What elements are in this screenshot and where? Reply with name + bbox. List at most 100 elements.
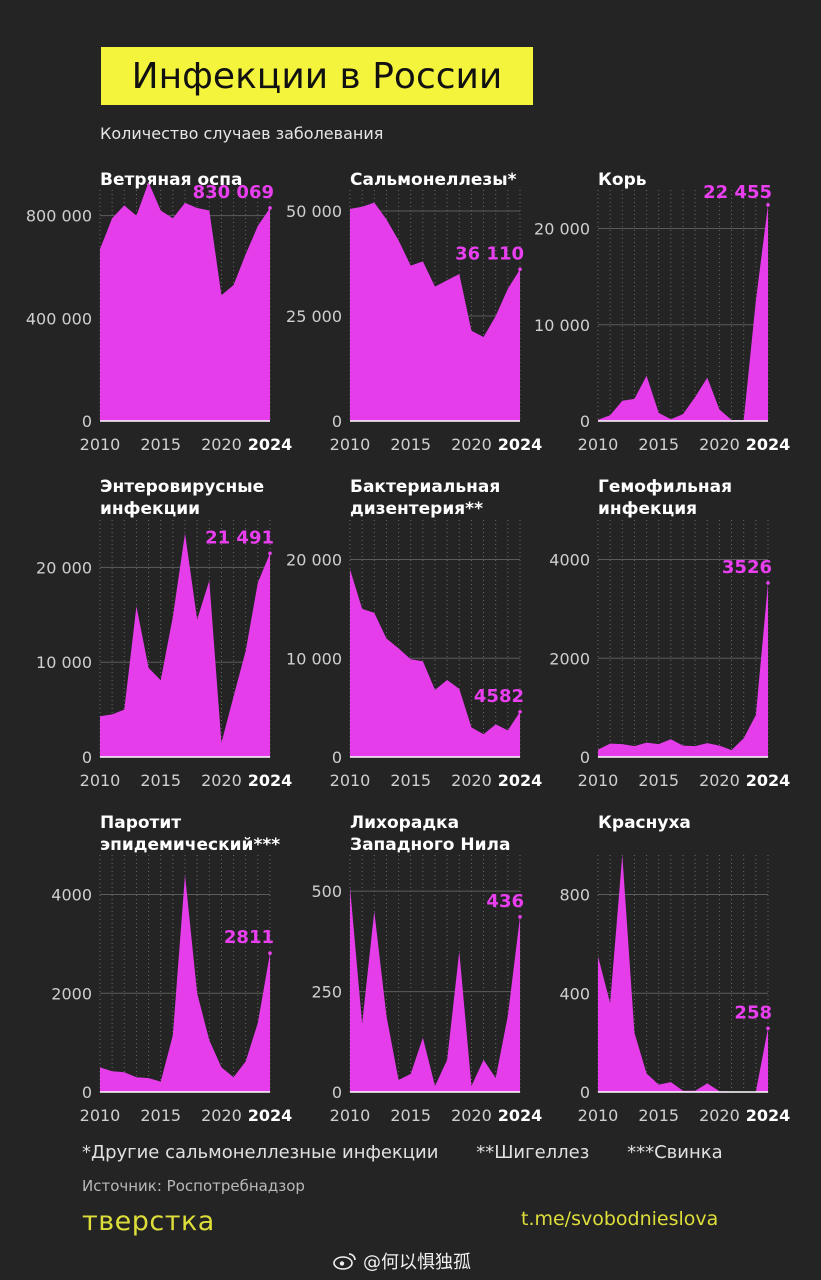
chart-3: Корь 0 10 000 20 000 2010 2015 2020 2024 22 455 bbox=[534, 170, 790, 454]
area-series bbox=[100, 874, 270, 1092]
x-tick-label: 2020 bbox=[451, 1106, 492, 1125]
y-tick-label: 4000 bbox=[51, 886, 92, 905]
page-subtitle: Количество случаев заболевания bbox=[100, 124, 384, 143]
chart-1: Ветряная оспа 0 400 000 800 000 2010 2015 2020… bbox=[26, 170, 292, 454]
data-point bbox=[268, 951, 272, 956]
x-tick-label: 2015 bbox=[390, 435, 431, 454]
chart-title-line: эпидемический*** bbox=[100, 835, 280, 855]
chart-title-line: Гемофильная bbox=[598, 477, 732, 497]
chart-title-line: Паротит bbox=[100, 813, 181, 833]
chart-title-line: дизентерия** bbox=[350, 499, 483, 519]
y-tick-label: 0 bbox=[580, 1083, 590, 1102]
y-tick-label: 400 bbox=[559, 984, 590, 1003]
watermark: @何以惧独孤 bbox=[333, 1248, 471, 1274]
watermark-text: @何以惧独孤 bbox=[363, 1252, 471, 1273]
x-tick-label: 2024 bbox=[498, 1106, 543, 1125]
x-tick-label: 2020 bbox=[451, 435, 492, 454]
value-annotation: 22 455 bbox=[703, 182, 772, 203]
x-tick-label: 2015 bbox=[638, 435, 679, 454]
x-tick-label: 2024 bbox=[498, 435, 543, 454]
x-tick-label: 2020 bbox=[201, 771, 242, 790]
y-tick-label: 0 bbox=[580, 412, 590, 431]
y-tick-label: 400 000 bbox=[26, 309, 92, 328]
x-tick-label: 2010 bbox=[330, 435, 371, 454]
x-tick-label: 2020 bbox=[699, 435, 740, 454]
x-tick-label: 2020 bbox=[699, 1106, 740, 1125]
chart-9: Краснуха 0 400 800 2010 2015 2020 2024 258 bbox=[559, 813, 790, 1125]
y-tick-label: 500 bbox=[311, 882, 342, 901]
x-tick-label: 2020 bbox=[201, 435, 242, 454]
value-annotation: 21 491 bbox=[205, 527, 274, 548]
x-tick-label: 2015 bbox=[140, 1106, 181, 1125]
y-tick-label: 20 000 bbox=[286, 551, 342, 570]
chart-title-line: Бактериальная bbox=[350, 477, 500, 497]
y-tick-label: 20 000 bbox=[36, 558, 92, 577]
area-series bbox=[350, 887, 520, 1092]
y-tick-label: 250 bbox=[311, 983, 342, 1002]
value-annotation: 2811 bbox=[224, 927, 274, 948]
x-tick-label: 2010 bbox=[330, 1106, 371, 1125]
x-tick-label: 2024 bbox=[746, 435, 791, 454]
data-point bbox=[766, 1026, 770, 1031]
data-point bbox=[268, 206, 272, 210]
area-series bbox=[350, 202, 520, 421]
data-point bbox=[268, 551, 272, 556]
weibo-icon bbox=[333, 1253, 356, 1270]
data-point bbox=[766, 581, 770, 585]
chart-title-line: Сальмонеллезы* bbox=[350, 170, 517, 190]
value-annotation: 4582 bbox=[474, 686, 524, 707]
area-series bbox=[598, 204, 768, 421]
footnotes: *Другие сальмонеллезные инфекции **Шигел… bbox=[82, 1142, 723, 1163]
page-title: Инфекции в России bbox=[131, 55, 503, 97]
x-tick-label: 2020 bbox=[201, 1106, 242, 1125]
x-tick-label: 2015 bbox=[140, 771, 181, 790]
x-tick-label: 2015 bbox=[638, 1106, 679, 1125]
y-tick-label: 20 000 bbox=[534, 220, 590, 239]
value-annotation: 258 bbox=[734, 1002, 772, 1023]
y-tick-label: 0 bbox=[82, 1083, 92, 1102]
value-annotation: 36 110 bbox=[455, 243, 524, 264]
y-tick-label: 50 000 bbox=[286, 202, 342, 221]
y-tick-label: 0 bbox=[82, 748, 92, 767]
y-tick-label: 0 bbox=[580, 748, 590, 767]
y-tick-label: 10 000 bbox=[286, 649, 342, 668]
x-tick-label: 2024 bbox=[248, 1106, 293, 1125]
y-tick-label: 2000 bbox=[51, 984, 92, 1003]
y-tick-label: 0 bbox=[332, 412, 342, 431]
x-tick-label: 2024 bbox=[248, 435, 293, 454]
y-tick-label: 0 bbox=[332, 748, 342, 767]
x-tick-label: 2024 bbox=[746, 1106, 791, 1125]
data-point bbox=[518, 267, 522, 272]
chart-title-line: Энтеровирусные bbox=[100, 477, 264, 497]
x-tick-label: 2010 bbox=[330, 771, 371, 790]
data-point bbox=[518, 709, 522, 714]
x-tick-label: 2024 bbox=[248, 771, 293, 790]
y-tick-label: 10 000 bbox=[534, 316, 590, 335]
telegram-link[interactable]: t.me/svobodnieslova bbox=[521, 1208, 719, 1230]
chart-2: Сальмонеллезы* 0 25 000 50 000 2010 2015 2020 2… bbox=[286, 170, 542, 454]
y-tick-label: 25 000 bbox=[286, 307, 342, 326]
value-annotation: 3526 bbox=[722, 557, 772, 578]
x-tick-label: 2020 bbox=[699, 771, 740, 790]
chart-title-line: инфекция bbox=[598, 499, 697, 519]
y-tick-label: 800 bbox=[559, 886, 590, 905]
area-series bbox=[100, 533, 270, 757]
source-note: Источник: Роспотребнадзор bbox=[82, 1177, 305, 1195]
chart-title-line: Ветряная оспа bbox=[100, 170, 242, 190]
title-box: Инфекции в России bbox=[101, 47, 533, 105]
area-series bbox=[598, 582, 768, 757]
x-tick-label: 2010 bbox=[578, 1106, 619, 1125]
value-annotation: 830 069 bbox=[193, 182, 274, 203]
y-tick-label: 800 000 bbox=[26, 207, 92, 226]
x-tick-label: 2024 bbox=[746, 771, 791, 790]
x-tick-label: 2020 bbox=[451, 771, 492, 790]
x-tick-label: 2010 bbox=[578, 435, 619, 454]
area-series bbox=[350, 569, 520, 757]
x-tick-label: 2010 bbox=[80, 771, 121, 790]
y-tick-label: 0 bbox=[82, 412, 92, 431]
